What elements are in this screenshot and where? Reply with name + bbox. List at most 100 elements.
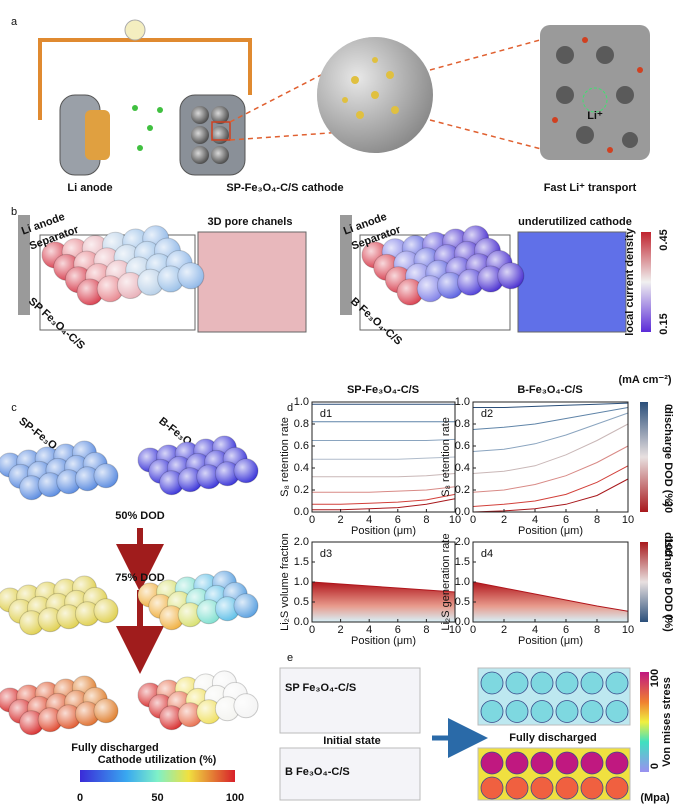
sphere-shine — [38, 607, 63, 632]
dod-colorbar — [640, 542, 648, 622]
subplot-tag: d1 — [320, 408, 332, 420]
stress-sphere — [580, 751, 604, 775]
x-tick-label: 4 — [532, 624, 538, 636]
colorbar-tick: 100 — [649, 669, 661, 687]
state-label: Fully discharged — [509, 732, 596, 744]
sphere-shine — [19, 610, 44, 635]
x-tick-label: 2 — [501, 514, 507, 526]
x-axis-label: Position (μm) — [351, 525, 416, 537]
panel-label: d — [287, 402, 293, 414]
stage-label: 50% DOD — [115, 510, 165, 522]
stress-sphere — [530, 776, 554, 800]
x-tick-label: 0 — [470, 624, 476, 636]
stress-sphere — [480, 751, 504, 775]
x-tick-label: 8 — [423, 514, 429, 526]
x-tick-label: 10 — [622, 624, 634, 636]
stress-sphere — [505, 751, 529, 775]
sphere-shine — [178, 467, 203, 492]
sphere-shine — [417, 275, 444, 302]
column-title: SP-Fe₃O₄-C/S — [347, 384, 419, 396]
stress-sphere — [480, 700, 504, 723]
stress-sphere — [605, 776, 629, 800]
x-tick-label: 6 — [395, 514, 401, 526]
curve — [472, 581, 629, 612]
panel-e-art — [279, 667, 649, 801]
panel-b-art — [18, 215, 651, 333]
cathode-label: SP Fe₃O₄-C/S — [26, 295, 87, 352]
curve — [312, 498, 456, 511]
x-tick-label: 8 — [594, 624, 600, 636]
colorbar-unit: (Mpa) — [640, 792, 670, 804]
anode-face — [85, 110, 110, 160]
x-tick-label: 2 — [338, 514, 344, 526]
panel-label: e — [287, 652, 293, 664]
current-colorbar — [641, 232, 651, 332]
sphere-shine — [215, 696, 240, 721]
curve — [312, 473, 456, 478]
sphere-shine — [117, 272, 144, 299]
caption: Li anode — [67, 182, 112, 194]
sphere-shine — [196, 464, 221, 489]
subplot-tag: d4 — [481, 548, 493, 560]
anode-plate — [340, 215, 352, 315]
y-tick-label: 0.0 — [294, 616, 309, 628]
axes-frame — [472, 401, 629, 513]
x-tick-label: 2 — [338, 624, 344, 636]
colorbar-title: local current density — [624, 227, 636, 335]
x-tick-label: 4 — [532, 514, 538, 526]
stress-sphere — [555, 700, 579, 723]
stress-sphere — [555, 776, 579, 800]
caption: SP-Fe₃O₄-C/S cathode — [226, 182, 343, 194]
sphere-shine — [178, 602, 203, 627]
stress-sphere — [530, 751, 554, 775]
colorbar-tick: 0.15 — [658, 313, 670, 334]
sphere-shine — [77, 279, 104, 306]
sphere-shine — [477, 266, 504, 293]
area — [473, 582, 628, 622]
y-tick-label: 1.0 — [455, 576, 470, 588]
stress-sphere — [505, 671, 529, 695]
bulb — [124, 19, 146, 41]
y-tick-label: 1.0 — [455, 396, 470, 408]
sphere-dots — [342, 57, 399, 119]
cathode-label: B Fe₃O₄-C/S — [348, 295, 404, 347]
curve — [472, 412, 629, 452]
sp-initial — [279, 667, 421, 734]
x-tick-label: 0 — [309, 514, 315, 526]
sphere-shine — [234, 593, 258, 618]
dod-colorbar — [640, 402, 648, 512]
x-tick-label: 10 — [449, 624, 461, 636]
stress-sphere — [580, 700, 604, 723]
sphere-shine — [19, 475, 44, 500]
curve — [311, 581, 456, 593]
zoom-title: 3D pore chanels — [208, 216, 293, 228]
sphere-shine — [196, 599, 221, 624]
stress-sphere — [480, 671, 504, 695]
stress-sphere — [605, 671, 629, 695]
colorbar-tick: 100 — [662, 538, 674, 556]
y-tick-label: 0.5 — [294, 596, 309, 608]
stress-sphere — [555, 671, 579, 695]
sphere-shine — [397, 279, 424, 306]
sphere-shine — [234, 693, 258, 718]
panel-label: a — [11, 16, 18, 28]
stress-sphere — [605, 700, 629, 723]
sample-label: SP Fe₃O₄-C/S — [285, 682, 356, 694]
curve — [472, 423, 629, 474]
stress-sphere — [505, 700, 529, 723]
sphere-shine — [137, 269, 164, 296]
y-tick-label: 0.0 — [294, 506, 309, 518]
sphere-shine — [75, 466, 100, 491]
curve — [312, 438, 456, 441]
x-axis-label: Position (μm) — [518, 525, 583, 537]
sphere-shine — [215, 596, 240, 621]
stage-label: Fully discharged — [71, 742, 158, 754]
colorbar-title: discharge DOD (%) — [662, 407, 674, 507]
y-axis-label: S₈ retention rate — [440, 417, 452, 497]
sphere-shine — [457, 269, 484, 296]
x-tick-label: 10 — [449, 514, 461, 526]
curve — [312, 493, 456, 505]
y-tick-label: 2.0 — [294, 536, 309, 548]
sphere-shine — [97, 275, 124, 302]
